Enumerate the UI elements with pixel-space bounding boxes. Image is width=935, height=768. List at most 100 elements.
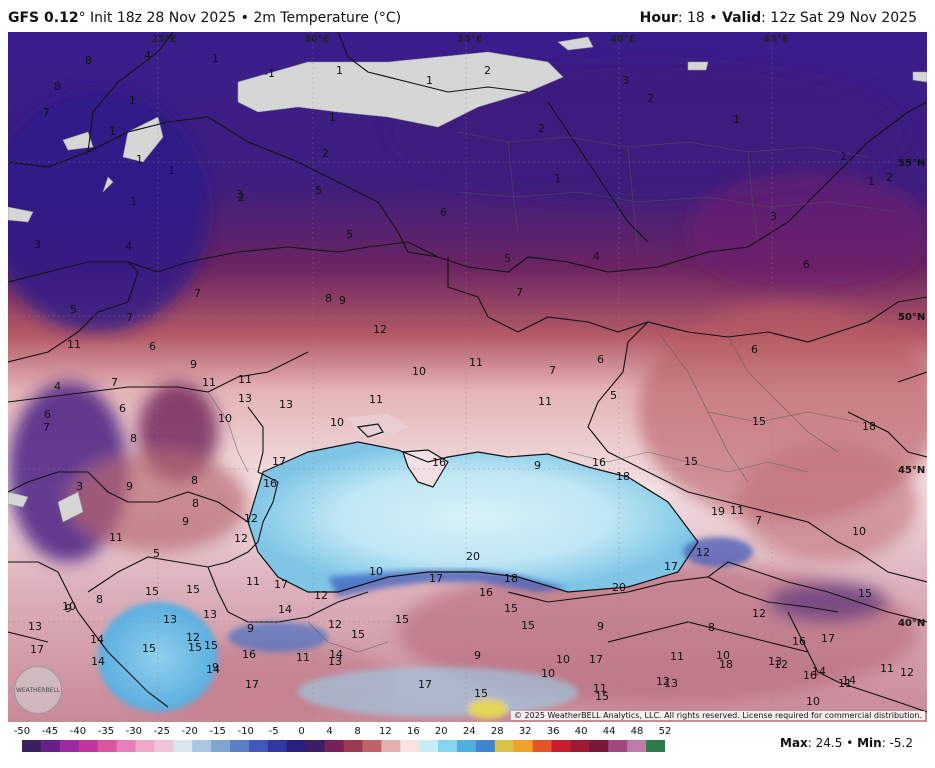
temperature-value: 5 — [315, 184, 322, 197]
temperature-value: 17 — [821, 632, 835, 645]
color-swatch — [230, 740, 250, 752]
temperature-value: 1 — [136, 153, 143, 166]
temperature-value: 12 — [774, 658, 788, 671]
temperature-value: 1 — [868, 175, 875, 188]
color-scale-tick: -20 — [181, 726, 198, 737]
temperature-value: 15 — [351, 628, 365, 641]
temperature-value: 10 — [369, 565, 383, 578]
temperature-value: 14 — [329, 648, 343, 661]
temperature-value: 17 — [589, 653, 603, 666]
temperature-value: 2 — [322, 147, 329, 160]
temperature-value: 10 — [852, 525, 866, 538]
temperature-value: 7 — [549, 364, 556, 377]
temperature-value: 17 — [418, 678, 432, 691]
color-scale-tick: 8 — [354, 726, 361, 737]
lat-label: 45°N — [898, 465, 925, 476]
temperature-value: 16 — [242, 648, 256, 661]
temperature-value: 16 — [803, 669, 817, 682]
temperature-value: 3 — [770, 210, 777, 223]
temperature-value: 11 — [730, 504, 744, 517]
temperature-value: 11 — [369, 393, 383, 406]
temperature-value: 10 — [556, 653, 570, 666]
temperature-value: 11 — [109, 531, 123, 544]
field-name: 2m Temperature (°C) — [253, 10, 402, 26]
map-title: GFS 0.12° Init 18z 28 Nov 2025 • 2m Temp… — [8, 10, 401, 26]
color-swatch — [40, 740, 61, 752]
color-swatch — [211, 740, 231, 752]
temperature-value: 20 — [612, 581, 626, 594]
temperature-value: 14 — [812, 665, 826, 678]
temperature-value: 7 — [111, 376, 118, 389]
temperature-value: 8 — [325, 292, 332, 305]
temperature-value: 1 — [212, 52, 219, 65]
temperature-value: 11 — [238, 373, 252, 386]
color-swatch — [343, 740, 363, 752]
temperature-value: 11 — [838, 677, 852, 690]
temperature-value: 16 — [263, 477, 277, 490]
temperature-value: 6 — [149, 340, 156, 353]
color-scale-swatches — [22, 740, 665, 752]
color-scale-tick: -25 — [153, 726, 170, 737]
temperature-value: 3 — [34, 238, 41, 251]
temperature-value: 15 — [684, 455, 698, 468]
temperature-value: 19 — [711, 505, 725, 518]
temperature-value: 9 — [597, 620, 604, 633]
temperature-value: 10 — [330, 416, 344, 429]
temperature-value: 9 — [182, 515, 189, 528]
max-label: Max — [780, 736, 808, 750]
color-swatch — [173, 740, 193, 752]
temperature-value: 16 — [592, 456, 606, 469]
temperature-value: 9 — [474, 649, 481, 662]
temperature-value: 15 — [504, 602, 518, 615]
temperature-value: 6 — [597, 353, 604, 366]
temperature-value: 12 — [373, 323, 387, 336]
temperature-value: 15 — [858, 587, 872, 600]
temperature-value: 4 — [54, 380, 61, 393]
temperature-value: 11 — [246, 575, 260, 588]
temperature-value: 17 — [664, 560, 678, 573]
temperature-value: 6 — [803, 258, 810, 271]
separator: • — [709, 10, 718, 26]
temperature-value: 12 — [314, 589, 328, 602]
lat-label: 55°N — [898, 158, 925, 169]
temperature-value: 1 — [168, 164, 175, 177]
temperature-value: 3 — [76, 480, 83, 493]
color-scale-bar — [22, 740, 665, 752]
temperature-value: 8 — [96, 593, 103, 606]
color-scale-tick: 44 — [602, 726, 616, 737]
temperature-value: 16 — [479, 586, 493, 599]
temperature-value: 6 — [751, 343, 758, 356]
temperature-value: 3 — [236, 188, 243, 201]
temperature-value: 4 — [125, 240, 132, 253]
temperature-value: 13 — [664, 677, 678, 690]
color-scale-tick: 32 — [518, 726, 532, 737]
temperature-value: 11 — [538, 395, 552, 408]
lat-label: 50°N — [898, 312, 925, 323]
copyright-notice: © 2025 WeatherBELL Analytics, LLC. All r… — [511, 711, 925, 720]
temperature-value: 13 — [279, 398, 293, 411]
temperature-value: 17 — [245, 678, 259, 691]
temperature-value: 8 — [130, 432, 137, 445]
temperature-value: 1 — [109, 125, 116, 138]
lon-label: 35°E — [457, 34, 483, 45]
temperature-value: 15 — [142, 642, 156, 655]
valid-time-header: Hour: 18 • Valid: 12z Sat 29 Nov 2025 — [640, 10, 917, 26]
temperature-value: 10 — [218, 412, 232, 425]
temperature-value: 5 — [70, 303, 77, 316]
temperature-value: 12 — [328, 618, 342, 631]
temperature-value: 15 — [474, 687, 488, 700]
temperature-value: 15 — [395, 613, 409, 626]
color-scale-tick: -40 — [69, 726, 87, 737]
temperature-value: 7 — [43, 106, 50, 119]
weatherbell-logo: WEATHERBELL — [14, 666, 62, 714]
temperature-value: 13 — [28, 620, 42, 633]
temperature-value: 13 — [203, 608, 217, 621]
temperature-value: 12 — [656, 675, 670, 688]
temperature-value: 6 — [119, 402, 126, 415]
country-borders — [8, 32, 927, 713]
lat-label: 40°N — [898, 618, 925, 629]
temperature-value: 1 — [840, 150, 847, 163]
temperature-value: 14 — [842, 674, 856, 687]
temperature-value: 11 — [67, 338, 81, 351]
